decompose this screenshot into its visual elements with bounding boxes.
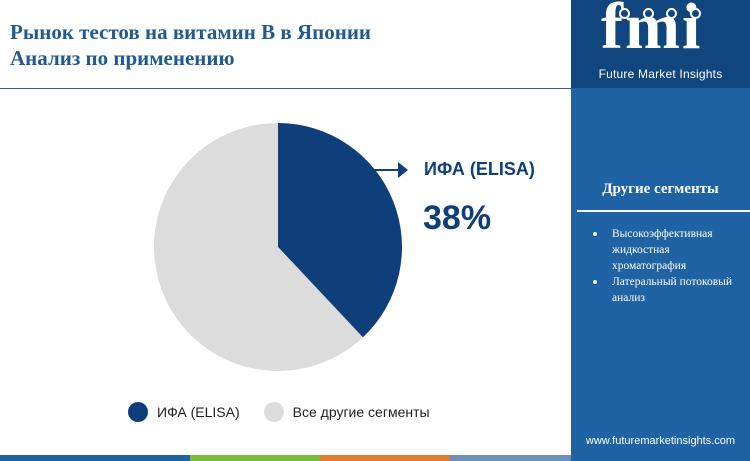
legend-item-elisa: ИФА (ELISA) (128, 402, 240, 422)
segments-divider (577, 210, 750, 212)
pie-slices (153, 123, 402, 371)
globe-icon (689, 8, 701, 19)
accent-segment (0, 455, 190, 461)
accent-segment (450, 455, 571, 461)
accent-segment (320, 455, 450, 461)
website-url[interactable]: www.futuremarketinsights.com (585, 435, 736, 447)
logo-globe-icons (619, 8, 701, 21)
pie-slice-other (153, 123, 363, 371)
pie-slice-elisa (278, 123, 402, 338)
callout-label: ИФА (ELISA) (424, 159, 535, 179)
accent-segment (190, 455, 320, 461)
chart-legend: ИФА (ELISA) Все другие сегменты (128, 402, 454, 422)
segment-item-hplc: Высокоэффективная жидкостная хроматограф… (593, 226, 743, 274)
segments-list: Высокоэффективная жидкостная хроматограф… (593, 226, 743, 306)
globe-icon (619, 8, 630, 19)
title-line-2: Анализ по применению (10, 46, 235, 70)
other-segments-title: Другие сегменты (602, 181, 719, 197)
segment-item-lateral-flow: Латеральный потоковый анализ (593, 274, 743, 306)
legend-item-other: Все другие сегменты (263, 402, 430, 422)
callout-value: 38% (423, 199, 492, 237)
legend-swatch-elisa (128, 402, 148, 422)
callout-arrow-icon (370, 162, 408, 178)
legend-label-elisa: ИФА (ELISA) (157, 404, 240, 420)
title-divider (0, 88, 571, 89)
brand-logo: fmi Future Market Insights (571, 0, 750, 88)
bottom-accent-bar (0, 455, 571, 461)
legend-label-other: Все другие сегменты (292, 404, 430, 420)
title-line-1: Рынок тестов на витамин В в Японии (10, 20, 372, 44)
logo-subtitle: Future Market Insights (598, 67, 723, 81)
legend-swatch-other (263, 402, 284, 422)
sidebar: fmi Future Market Insights Другие сегмен… (571, 0, 750, 461)
globe-icon (642, 8, 654, 19)
pie-chart (153, 123, 402, 371)
globe-icon (666, 8, 678, 19)
chart-title: Рынок тестов на витамин В в Японии Анали… (10, 19, 550, 71)
